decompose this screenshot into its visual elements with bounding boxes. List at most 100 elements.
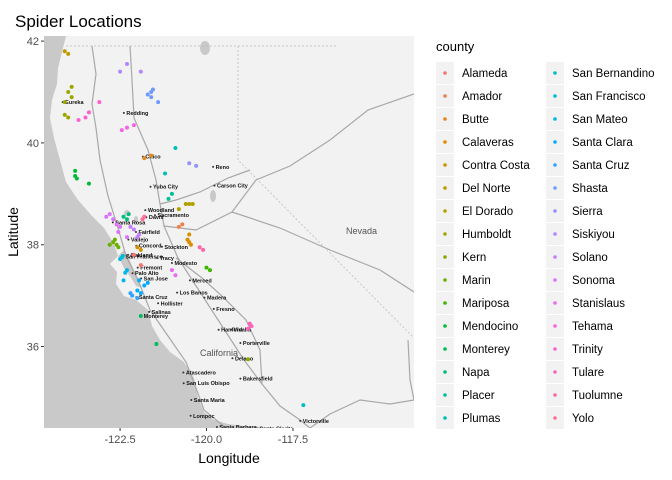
- point-contra-costa-0: [135, 245, 140, 250]
- point-monterey-1: [154, 342, 159, 346]
- region-label-nevada: Nevada: [346, 226, 377, 236]
- legend-label-shasta: Shasta: [572, 183, 608, 195]
- city-dot-vallejo: [127, 238, 130, 241]
- city-dot-santa-maria: [190, 399, 193, 401]
- point-sonoma-5: [124, 235, 129, 240]
- city-dot-los-banos: [176, 291, 179, 294]
- city-label-merced: Merced: [192, 278, 211, 284]
- point-el-dorado-2: [190, 202, 195, 206]
- city-label-los-banos: Los Banos: [180, 291, 208, 297]
- city-label-atascadero: Atascadero: [186, 371, 217, 377]
- legend-label-trinity: Trinity: [572, 344, 603, 356]
- point-amador-0: [180, 222, 185, 227]
- legend-label-contra-costa: Contra Costa: [462, 160, 530, 172]
- point-placer-0: [166, 196, 171, 201]
- legend-key-humboldt: [443, 232, 447, 236]
- city-label-reno: Reno: [216, 165, 230, 171]
- city-dot-lompoc: [189, 414, 192, 417]
- point-santa-cruz-2: [128, 291, 133, 296]
- bay-water: [118, 250, 142, 288]
- legend-key-san-francisco: [553, 94, 557, 98]
- y-axis: 36 38 40 42: [27, 36, 44, 354]
- city-label-victorville: Victorville: [303, 419, 329, 425]
- point-tehama-0: [131, 123, 136, 128]
- point-butte-0: [149, 153, 154, 158]
- city-label-san-jose: San Jose: [144, 276, 168, 282]
- city-dot-delano: [231, 357, 234, 360]
- point-tehama-1: [124, 125, 129, 130]
- legend-label-kern: Kern: [462, 252, 486, 264]
- city-label-davis: Davis: [149, 215, 164, 221]
- point-alameda-0: [138, 263, 143, 268]
- x-axis-title: Longitude: [198, 450, 260, 466]
- city-label-palo-alto: Palo Alto: [135, 271, 159, 277]
- point-tuolumne-1: [197, 245, 202, 250]
- point-tulare-2: [249, 324, 254, 329]
- point-shasta-2: [145, 92, 150, 97]
- legend-key-mariposa: [443, 301, 447, 305]
- legend-label-monterey: Monterey: [462, 344, 510, 356]
- point-san-mateo-2: [121, 278, 126, 283]
- point-santa-clara-0: [137, 278, 142, 283]
- legend-key-san-mateo: [553, 117, 557, 121]
- point-san-mateo-1: [123, 270, 128, 275]
- city-label-yuba-city: Yuba City: [153, 185, 179, 191]
- legend-label-el-dorado: El Dorado: [462, 206, 513, 218]
- city-dot-santa-clarita: [256, 427, 258, 428]
- point-el-dorado-0: [187, 202, 192, 206]
- city-label-santa-clarita: Santa Clarita: [260, 427, 295, 433]
- city-dot-carson-city: [213, 184, 216, 187]
- city-dot-oakland: [127, 253, 130, 256]
- point-yolo-1: [140, 217, 145, 222]
- legend-label-sonoma: Sonoma: [572, 275, 615, 287]
- legend-label-santa-clara: Santa Clara: [572, 137, 633, 149]
- state-border-east: [237, 46, 414, 339]
- city-dot-woodland: [144, 209, 147, 212]
- legend-key-marin: [443, 278, 447, 282]
- city-dot-fairfield: [134, 231, 137, 233]
- city-label-carson-city: Carson City: [217, 184, 249, 190]
- city-label-bakersfield: Bakersfield: [243, 377, 273, 383]
- point-san-francisco-1: [120, 253, 125, 258]
- point-del-norte-1: [62, 49, 67, 54]
- legend-key-amador: [443, 94, 447, 98]
- city-dot-san-luis-obispo: [182, 382, 185, 385]
- point-amador-1: [176, 224, 181, 229]
- point-mendocino-3: [86, 181, 91, 186]
- map-panel: Nevada California Eureka Redding Chico Reno…: [44, 36, 414, 433]
- city-label-lompoc: Lompoc: [193, 414, 214, 420]
- point-stanislaus-0: [173, 273, 178, 278]
- city-label-hollister: Hollister: [161, 301, 184, 307]
- point-humboldt-0: [66, 90, 71, 94]
- lake-berryessa: [134, 216, 138, 224]
- point-sonoma-1: [107, 212, 112, 217]
- point-marin-4: [112, 237, 117, 242]
- point-sonoma-3: [104, 214, 109, 219]
- point-san-bernandino-0: [301, 403, 306, 408]
- legend-label-butte: Butte: [462, 114, 489, 126]
- city-label-santa-rosa: Santa Rosa: [115, 220, 146, 226]
- point-napa-2: [126, 212, 131, 217]
- point-sonoma-2: [114, 222, 119, 227]
- point-siskiyou-2: [118, 69, 123, 74]
- point-tulare-1: [246, 326, 251, 331]
- city-label-concord: Concord: [139, 244, 162, 250]
- city-dot-tracy: [156, 256, 159, 259]
- legend-label-siskiyou: Siskiyou: [572, 229, 615, 241]
- point-kern-0: [246, 357, 251, 362]
- city-dot-santa-rosa: [111, 221, 114, 224]
- point-solano-0: [128, 224, 133, 229]
- point-shasta-4: [156, 100, 161, 105]
- point-calaveras-3: [188, 242, 193, 247]
- point-calaveras-0: [187, 232, 192, 237]
- city-label-fresno: Fresno: [216, 307, 235, 313]
- point-trinity-3: [97, 100, 102, 105]
- legend-label-san-francisco: San Francisco: [572, 91, 646, 103]
- city-label-tracy: Tracy: [160, 256, 175, 262]
- data-points: [62, 49, 306, 408]
- point-san-francisco-2: [118, 256, 123, 261]
- legend-label-stanislaus: Stanislaus: [572, 298, 625, 310]
- legend-label-calaveras: Calaveras: [462, 137, 514, 149]
- point-contra-costa-1: [138, 247, 143, 252]
- point-humboldt-4: [66, 115, 71, 120]
